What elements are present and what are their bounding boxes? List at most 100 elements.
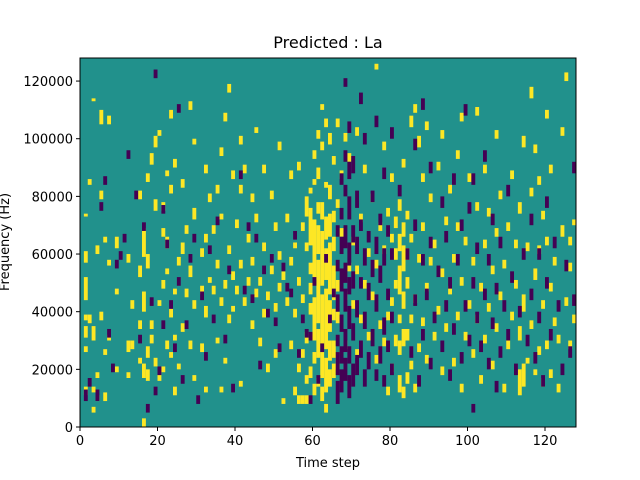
heatmap-cell-low	[320, 343, 325, 353]
heatmap-cell-low	[157, 366, 162, 376]
heatmap-cell-low	[359, 219, 363, 231]
y-axis-label: Frequency (Hz)	[0, 193, 13, 291]
heatmap-cell-high	[324, 181, 329, 188]
heatmap-cell-high	[417, 343, 422, 353]
heatmap-cell-high	[254, 127, 259, 133]
heatmap-cell-low	[339, 314, 344, 332]
heatmap-cell-high	[223, 112, 228, 122]
heatmap-cell-low	[409, 346, 414, 358]
heatmap-cell-high	[483, 164, 487, 174]
heatmap-cell-high	[297, 161, 301, 171]
heatmap-cell-high	[281, 271, 286, 280]
heatmap-cell-low	[188, 254, 193, 263]
heatmap-cell-high	[169, 352, 174, 358]
heatmap-cell-low	[390, 127, 394, 139]
heatmap-cell-low	[277, 343, 282, 353]
heatmap-cell-high	[328, 369, 332, 387]
heatmap-cell-low	[173, 343, 177, 353]
heatmap-cell-high	[537, 346, 542, 355]
heatmap-cell-low	[502, 300, 507, 312]
x-tick-label: 20	[149, 434, 166, 449]
heatmap-cell-high	[335, 118, 340, 128]
heatmap-cell-low	[475, 311, 480, 324]
heatmap-cell-high	[242, 297, 247, 306]
heatmap-cell-high	[556, 383, 561, 393]
heatmap-cell-high	[215, 259, 220, 269]
heatmap-cell-high	[273, 349, 278, 358]
heatmap-cell-low	[463, 104, 468, 116]
heatmap-cell-high	[142, 291, 146, 312]
heatmap-cell-high	[378, 222, 383, 231]
heatmap-cell-high	[517, 202, 522, 214]
heatmap-cell-low	[382, 167, 387, 180]
heatmap-cell-low	[390, 363, 394, 376]
heatmap-cell-high	[204, 386, 208, 393]
heatmap-cell-low	[444, 300, 449, 312]
heatmap-cell-low	[339, 173, 344, 185]
heatmap-cell-high	[362, 279, 367, 289]
heatmap-cell-low	[359, 277, 363, 289]
heatmap-cell-low	[428, 357, 433, 370]
heatmap-cell-high	[254, 213, 259, 223]
heatmap-cell-low	[297, 349, 301, 358]
heatmap-cell-low	[122, 233, 127, 243]
x-axis: 0 20 40 60 80 100 120	[76, 427, 557, 449]
heatmap-cell-high	[545, 236, 549, 246]
heatmap-cell-high	[173, 158, 177, 168]
heatmap-cell-low	[111, 363, 115, 373]
heatmap-cell-low	[479, 340, 484, 353]
heatmap-cell-low	[421, 328, 425, 341]
heatmap-cell-high	[246, 277, 251, 286]
heatmap-cell-low	[483, 150, 487, 162]
heatmap-cell-high	[324, 118, 329, 128]
heatmap-cell-high	[494, 130, 499, 139]
heatmap-cell-high	[273, 303, 278, 312]
heatmap-cell-high	[502, 259, 507, 269]
heatmap-cell-low	[366, 230, 371, 243]
heatmap-cell-high	[235, 285, 239, 295]
heatmap-cell-high	[328, 213, 332, 237]
heatmap-cell-low	[118, 251, 123, 260]
heatmap-cell-high	[308, 303, 313, 315]
heatmap-cell-high	[83, 326, 88, 338]
heatmap-cell-low	[444, 230, 449, 243]
heatmap-cell-high	[165, 170, 170, 177]
heatmap-cell-high	[250, 320, 255, 329]
heatmap-high-cells	[83, 63, 577, 427]
heatmap-cell-low	[347, 121, 352, 133]
heatmap-cell-high	[83, 277, 88, 301]
heatmap-cell-low	[254, 233, 259, 243]
heatmap-cell-high	[320, 104, 325, 110]
heatmap-cell-high	[300, 395, 305, 404]
heatmap-cell-low	[176, 104, 181, 113]
heatmap-cell-low	[494, 380, 499, 393]
heatmap-cell-high	[448, 285, 453, 295]
heatmap-cell-high	[331, 210, 336, 223]
heatmap-cell-low	[432, 311, 437, 324]
heatmap-cell-low	[378, 213, 383, 226]
heatmap-cell-high	[99, 190, 104, 200]
heatmap-cell-high	[413, 104, 418, 113]
heatmap-cell-high	[552, 256, 557, 266]
heatmap-cell-high	[331, 308, 336, 321]
heatmap-cell-high	[517, 326, 522, 341]
heatmap-cell-low	[529, 288, 534, 301]
heatmap-cell-low	[335, 259, 340, 272]
heatmap-cell-high	[300, 222, 305, 231]
heatmap-cell-high	[242, 164, 247, 174]
heatmap-cell-low	[498, 346, 503, 358]
heatmap-cell-high	[378, 320, 383, 329]
heatmap-cell-high	[490, 265, 495, 275]
heatmap-cell-high	[308, 262, 313, 275]
heatmap-cell-high	[103, 392, 108, 402]
heatmap-cell-high	[142, 418, 146, 427]
heatmap-cell-low	[475, 242, 480, 255]
heatmap-cell-low	[343, 328, 348, 353]
heatmap-cell-low	[390, 248, 394, 260]
heatmap-cell-high	[304, 395, 309, 404]
heatmap-cell-low	[145, 403, 150, 413]
heatmap-cell-high	[320, 230, 325, 286]
heatmap-cell-high	[142, 228, 146, 257]
heatmap-cell-high	[312, 383, 317, 396]
heatmap-cell-low	[413, 138, 418, 151]
